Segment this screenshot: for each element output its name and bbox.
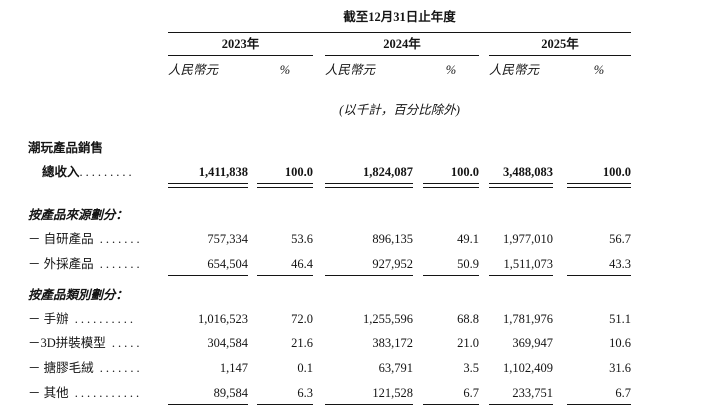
row-label-text: － 手辦 xyxy=(28,312,69,326)
row-label-text: －3D拼裝模型 xyxy=(28,336,106,350)
cell-rmb-2024: 1,255,596 xyxy=(363,312,413,326)
row-label: － 外採產品 ....... xyxy=(28,257,168,272)
header-top-rule xyxy=(168,32,631,33)
table-row-vinyl-plush: － 搪膠毛絨 ....... 1,147 0.1 63,791 3.5 1,10… xyxy=(28,361,703,376)
section-title: 按產品類別劃分： xyxy=(28,288,129,302)
table-row-total-revenue: 總收入......... 1,411,838 100.0 1,824,087 1… xyxy=(28,165,703,188)
cell-rmb-2023: 757,334 xyxy=(207,232,248,246)
cell-pct-2023: 53.6 xyxy=(291,232,313,246)
percent-header-2025: % xyxy=(593,63,605,77)
cell-pct-2023: 46.4 xyxy=(257,257,313,276)
cell-rmb-2025: 233,751 xyxy=(489,386,553,405)
cell-rmb-2024: 121,528 xyxy=(325,386,413,405)
cell-pct-2023: 6.3 xyxy=(257,386,313,405)
row-label-text: － 外採產品 xyxy=(28,257,94,271)
cell-rmb-2024: 1,824,087 xyxy=(325,165,413,188)
leader-dots: ......... xyxy=(79,165,135,179)
cell-rmb-2024: 63,791 xyxy=(378,361,413,375)
cell-pct-2025: 6.7 xyxy=(567,386,631,405)
cell-pct-2025: 43.3 xyxy=(567,257,631,276)
cell-rmb-2025: 3,488,083 xyxy=(489,165,553,188)
cell-pct-2025: 100.0 xyxy=(567,165,631,188)
cell-pct-2024: 6.7 xyxy=(423,386,479,405)
cell-rmb-2023: 1,016,523 xyxy=(198,312,248,326)
cell-rmb-2023: 1,147 xyxy=(219,361,248,375)
cell-pct-2023: 72.0 xyxy=(291,312,313,326)
row-label: 總收入......... xyxy=(28,165,168,180)
row-label-text: － 搪膠毛絨 xyxy=(28,361,94,375)
year-column-header-2024: 2024年 xyxy=(325,37,479,56)
year-headers-row: 2023年 2024年 2025年 xyxy=(168,37,703,56)
table-row-3d-models: －3D拼裝模型 ..... 304,584 21.6 383,172 21.0 … xyxy=(28,336,703,351)
leader-dots: ........... xyxy=(68,386,143,400)
cell-pct-2024: 50.9 xyxy=(423,257,479,276)
cell-pct-2024: 68.8 xyxy=(457,312,479,326)
leader-dots: .......... xyxy=(68,312,137,326)
row-label-text: － 其他 xyxy=(28,386,69,400)
section-title: 潮玩產品銷售 xyxy=(28,141,104,155)
year-column-header-2025: 2025年 xyxy=(489,37,631,56)
period-title: 截至12月31日止年度 xyxy=(343,10,456,24)
percent-header-2023: % xyxy=(279,63,291,77)
row-label-text: 總收入 xyxy=(42,165,80,179)
table-row-others: － 其他 ........... 89,584 6.3 121,528 6.7 … xyxy=(28,386,703,405)
cell-pct-2024: 49.1 xyxy=(457,232,479,246)
currency-header-2023: 人民幣元 xyxy=(168,63,219,77)
cell-rmb-2025: 1,102,409 xyxy=(503,361,553,375)
row-label: － 自研產品 ....... xyxy=(28,232,168,247)
column-headers-row: 人民幣元 % 人民幣元 % 人民幣元 % xyxy=(28,63,703,78)
cell-rmb-2023: 89,584 xyxy=(168,386,248,405)
cell-rmb-2024: 896,135 xyxy=(372,232,413,246)
row-label: － 其他 ........... xyxy=(28,386,168,401)
cell-rmb-2025: 369,947 xyxy=(512,336,553,350)
cell-pct-2023: 21.6 xyxy=(291,336,313,350)
table-body: 潮玩產品銷售 總收入......... 1,411,838 100.0 1,82… xyxy=(28,141,703,405)
cell-rmb-2025: 1,781,976 xyxy=(503,312,553,326)
table-row-figures: － 手辦 .......... 1,016,523 72.0 1,255,596… xyxy=(28,312,703,327)
currency-header-2025: 人民幣元 xyxy=(489,63,540,77)
percent-header-2024: % xyxy=(445,63,457,77)
cell-pct-2025: 10.6 xyxy=(609,336,631,350)
section-row-by-product-source: 按產品來源劃分： xyxy=(28,208,703,223)
cell-pct-2023: 0.1 xyxy=(297,361,313,375)
cell-rmb-2023: 1,411,838 xyxy=(168,165,248,188)
cell-pct-2025: 51.1 xyxy=(609,312,631,326)
unit-note: (以千計，百分比除外) xyxy=(339,103,460,117)
cell-pct-2024: 21.0 xyxy=(457,336,479,350)
cell-rmb-2025: 1,511,073 xyxy=(489,257,553,276)
cell-pct-2024: 100.0 xyxy=(423,165,479,188)
cell-pct-2023: 100.0 xyxy=(257,165,313,188)
row-label: －3D拼裝模型 ..... xyxy=(28,336,168,351)
leader-dots: ..... xyxy=(105,336,143,350)
leader-dots: ....... xyxy=(93,232,143,246)
cell-pct-2024: 3.5 xyxy=(463,361,479,375)
cell-pct-2025: 56.7 xyxy=(609,232,631,246)
table-row-self-developed: － 自研產品 ....... 757,334 53.6 896,135 49.1… xyxy=(28,232,703,247)
section-row-by-product-category: 按產品類別劃分： xyxy=(28,288,703,303)
cell-rmb-2023: 654,504 xyxy=(168,257,248,276)
section-row-pop-toy-sales: 潮玩產品銷售 xyxy=(28,141,703,156)
row-label-text: － 自研產品 xyxy=(28,232,94,246)
currency-header-2024: 人民幣元 xyxy=(325,63,376,77)
row-label: － 搪膠毛絨 ....... xyxy=(28,361,168,376)
cell-rmb-2025: 1,977,010 xyxy=(503,232,553,246)
leader-dots: ....... xyxy=(93,257,143,271)
section-title: 按產品來源劃分： xyxy=(28,208,129,222)
row-label: － 手辦 .......... xyxy=(28,312,168,327)
cell-rmb-2024: 383,172 xyxy=(372,336,413,350)
table-row-externally-sourced: － 外採產品 ....... 654,504 46.4 927,952 50.9… xyxy=(28,257,703,276)
year-column-header-2023: 2023年 xyxy=(168,37,313,56)
cell-rmb-2024: 927,952 xyxy=(325,257,413,276)
cell-pct-2025: 31.6 xyxy=(609,361,631,375)
leader-dots: ....... xyxy=(93,361,143,375)
cell-rmb-2023: 304,584 xyxy=(207,336,248,350)
